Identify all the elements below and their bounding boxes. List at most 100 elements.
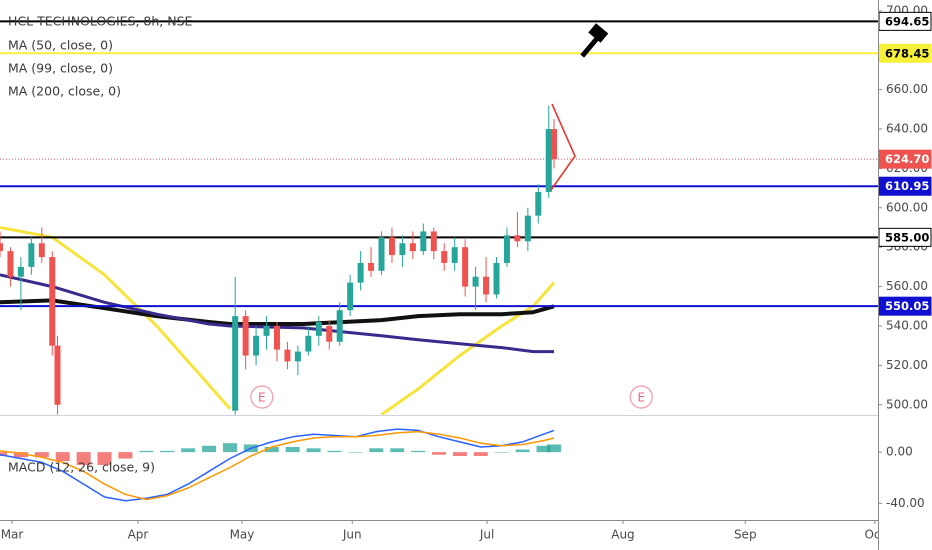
macd-label: MACD (12, 26, close, 9) bbox=[8, 460, 155, 475]
earnings-marker bbox=[250, 385, 274, 409]
candle-body bbox=[535, 192, 542, 216]
price-label: 694.65 bbox=[885, 14, 929, 28]
macd-line bbox=[0, 430, 555, 501]
legend: HCL TECHNOLOGIES, 8h, NSE MA (50, close,… bbox=[8, 14, 193, 475]
x-tick-label: Mar bbox=[1, 528, 24, 542]
histogram-bar bbox=[55, 452, 70, 462]
candle-body bbox=[368, 262, 375, 271]
histogram-bar bbox=[76, 452, 91, 465]
candle-body bbox=[409, 243, 416, 252]
price-label: 550.05 bbox=[885, 299, 929, 313]
x-tick-label: Oct bbox=[864, 528, 885, 542]
y-tick-label: 520.00 bbox=[886, 358, 928, 372]
y-tick-label: 0.00 bbox=[886, 445, 913, 459]
candle-body bbox=[28, 243, 35, 267]
candle-body bbox=[388, 237, 395, 256]
histogram-bar bbox=[118, 452, 133, 459]
x-tick-label: May bbox=[230, 528, 255, 542]
price-label: 585.00 bbox=[885, 230, 929, 244]
candle-body bbox=[483, 276, 490, 295]
earnings-label: E bbox=[258, 391, 266, 405]
x-tick-label: Apr bbox=[128, 528, 149, 542]
candle-body bbox=[253, 335, 260, 356]
histogram-bar bbox=[160, 450, 175, 453]
macd-line bbox=[0, 428, 555, 502]
candle-body bbox=[503, 235, 510, 263]
candle-body bbox=[232, 316, 239, 411]
x-tick-label: Sep bbox=[734, 528, 757, 542]
histogram-bar bbox=[494, 452, 509, 453]
earnings-label: E bbox=[637, 391, 645, 405]
chart-title: HCL TECHNOLOGIES, 8h, NSE bbox=[8, 14, 193, 29]
moving-average-line bbox=[0, 273, 554, 354]
histogram-bar bbox=[181, 448, 196, 453]
candle-body bbox=[7, 251, 14, 277]
y-tick-label: 640.00 bbox=[886, 122, 928, 136]
candle-body bbox=[493, 262, 500, 295]
hammer-icon bbox=[580, 23, 609, 58]
price-label: 678.45 bbox=[885, 46, 929, 60]
candle-body bbox=[263, 325, 270, 336]
histogram-bar bbox=[546, 444, 561, 453]
candle-body bbox=[430, 231, 437, 252]
candle-body bbox=[242, 316, 249, 356]
histogram-bar bbox=[222, 443, 237, 453]
legend-entry: MA (200, close, 0) bbox=[8, 84, 121, 99]
candle-body bbox=[451, 247, 458, 263]
y-tick-label: -40.00 bbox=[886, 496, 925, 510]
candle-body bbox=[294, 351, 301, 362]
candle-body bbox=[545, 129, 552, 193]
candle-body bbox=[357, 262, 364, 283]
legend-entry: MA (50, close, 0) bbox=[8, 38, 113, 53]
histogram-bar bbox=[348, 452, 363, 453]
y-tick-label: 540.00 bbox=[886, 318, 928, 332]
histogram-bar bbox=[34, 452, 49, 458]
price-label: 610.95 bbox=[885, 179, 929, 193]
histogram-bar bbox=[202, 445, 217, 453]
histogram-bar bbox=[327, 450, 342, 453]
time-axis: Mar Apr May Jun Jul Aug Sep Oct bbox=[1, 520, 885, 542]
candle-body bbox=[38, 243, 45, 258]
x-tick-label: Jul bbox=[479, 528, 494, 542]
moving-average-line bbox=[0, 298, 555, 326]
histogram-bar bbox=[139, 450, 154, 453]
earnings-marker bbox=[629, 385, 653, 409]
macd-pane bbox=[0, 428, 561, 502]
y-tick-label: 660.00 bbox=[886, 82, 928, 96]
candle-body bbox=[550, 129, 557, 160]
candle-body bbox=[462, 247, 469, 287]
y-tick-label: 500.00 bbox=[886, 397, 928, 411]
histogram-bar bbox=[0, 452, 7, 456]
candle-body bbox=[441, 251, 448, 263]
candle-body bbox=[315, 322, 322, 336]
histogram-bar bbox=[473, 452, 488, 456]
candle-body bbox=[326, 325, 333, 342]
histogram-bar bbox=[13, 452, 28, 458]
candle-body bbox=[49, 257, 56, 346]
y-tick-label: 600.00 bbox=[886, 200, 928, 214]
histogram-bar bbox=[411, 450, 426, 453]
histogram-bar bbox=[369, 448, 384, 453]
histogram-bar bbox=[515, 449, 530, 453]
x-tick-label: Aug bbox=[611, 528, 634, 542]
histogram-bar bbox=[536, 445, 551, 453]
candle-body bbox=[305, 335, 312, 352]
candle-body bbox=[472, 276, 479, 287]
candle-body bbox=[524, 215, 531, 242]
histogram-bar bbox=[432, 452, 446, 455]
histogram-bar bbox=[306, 448, 321, 453]
legend-entry: MA (99, close, 0) bbox=[8, 61, 113, 76]
x-tick-label: Jun bbox=[342, 528, 362, 542]
candle-body bbox=[284, 349, 291, 362]
candle-body bbox=[420, 231, 427, 252]
candle-body bbox=[378, 237, 385, 271]
histogram-bar bbox=[264, 447, 279, 453]
candle-body bbox=[0, 243, 3, 252]
candle-body bbox=[273, 325, 280, 350]
histogram-bar bbox=[97, 452, 112, 465]
histogram-bar bbox=[390, 448, 405, 453]
candle-body bbox=[514, 235, 521, 242]
moving-average-line bbox=[0, 226, 556, 415]
triangle-drawing bbox=[550, 103, 576, 191]
